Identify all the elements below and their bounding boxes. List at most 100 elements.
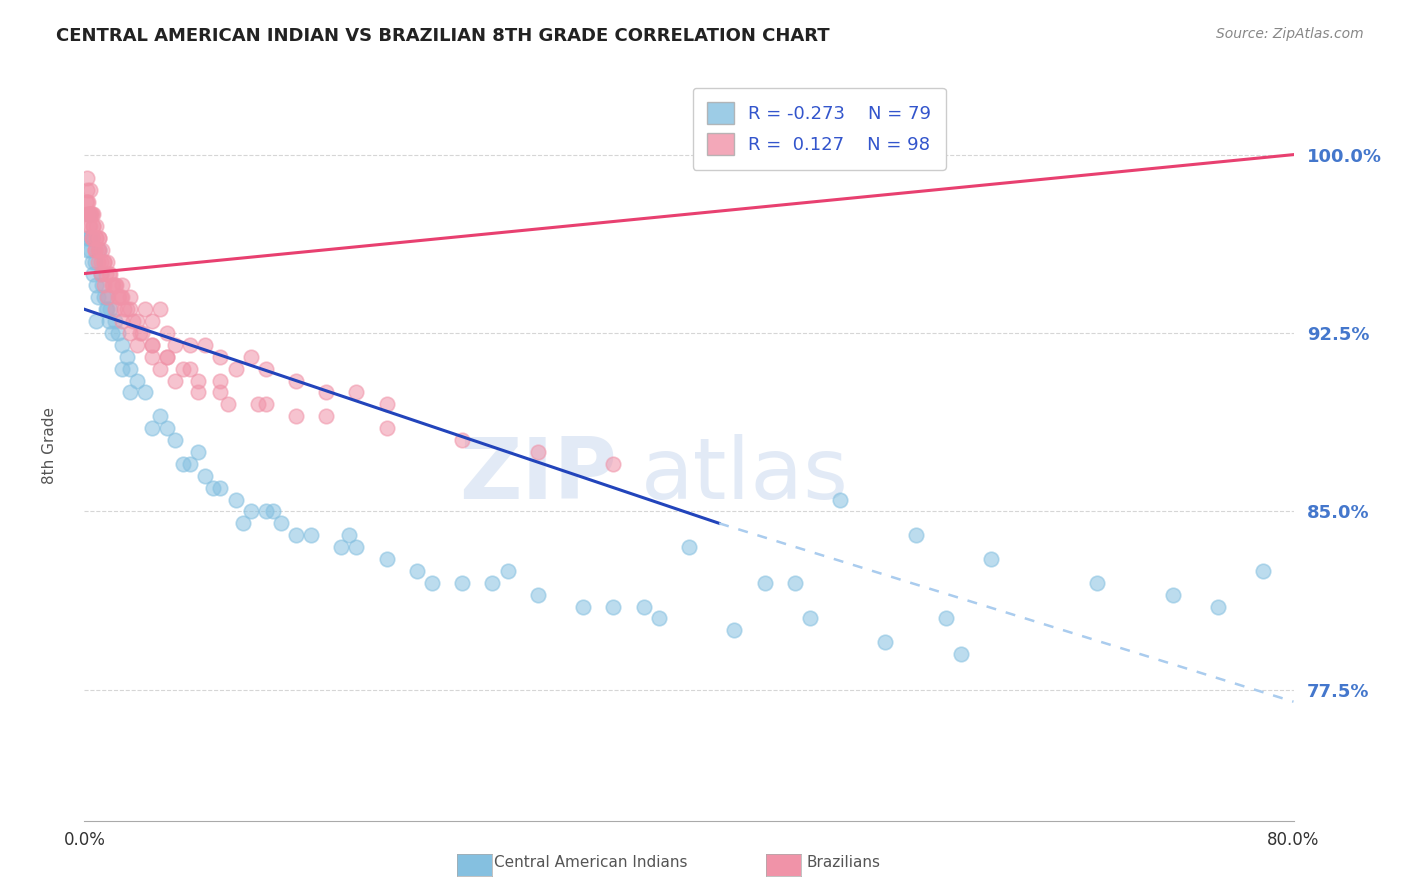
Point [165, 338, 187, 352]
Point [194, 468, 217, 483]
Point [96, 302, 118, 317]
Point [337, 528, 360, 542]
Text: Brazilians: Brazilians [807, 855, 880, 870]
Point [84, 219, 107, 233]
Point [451, 575, 474, 590]
Point [100, 278, 122, 293]
Point [247, 397, 270, 411]
Legend: R = -0.273    N = 79, R =  0.127    N = 98: R = -0.273 N = 79, R = 0.127 N = 98 [693, 88, 946, 169]
Point [165, 374, 187, 388]
Point [127, 338, 149, 352]
Point [830, 492, 852, 507]
Point [91, 278, 114, 293]
Point [76, 231, 98, 245]
Point [79, 207, 101, 221]
Point [76, 195, 98, 210]
Point [149, 409, 172, 424]
Point [254, 504, 277, 518]
Point [602, 457, 624, 471]
Point [84, 243, 107, 257]
Point [209, 385, 232, 400]
Point [118, 302, 141, 317]
Point [79, 219, 101, 233]
Point [1161, 588, 1184, 602]
Point [84, 254, 107, 268]
Point [79, 231, 101, 245]
Point [79, 207, 101, 221]
Point [82, 219, 104, 233]
Point [149, 302, 172, 317]
Point [94, 267, 117, 281]
Point [93, 254, 115, 268]
Point [602, 599, 624, 614]
Point [225, 361, 247, 376]
Point [935, 611, 957, 625]
Point [115, 350, 138, 364]
Point [87, 254, 110, 268]
Point [87, 243, 110, 257]
Point [84, 243, 107, 257]
Point [131, 326, 153, 340]
Point [232, 516, 254, 531]
Point [875, 635, 897, 649]
Point [111, 361, 134, 376]
Point [285, 409, 308, 424]
Point [299, 528, 322, 542]
Point [375, 397, 398, 411]
Point [118, 326, 141, 340]
Point [101, 278, 124, 293]
Point [648, 611, 671, 625]
Point [678, 540, 700, 554]
Point [76, 183, 98, 197]
Point [134, 385, 156, 400]
Point [346, 385, 368, 400]
Point [86, 314, 108, 328]
Point [1085, 575, 1108, 590]
Point [98, 302, 121, 317]
Point [156, 350, 179, 364]
Text: Source: ZipAtlas.com: Source: ZipAtlas.com [1216, 27, 1364, 41]
Point [799, 611, 821, 625]
Point [134, 302, 156, 317]
Point [76, 207, 98, 221]
Point [77, 231, 100, 245]
Point [96, 254, 118, 268]
Text: atlas: atlas [641, 434, 849, 517]
Point [80, 207, 103, 221]
Point [111, 314, 134, 328]
Point [481, 575, 503, 590]
Point [115, 302, 138, 317]
Point [104, 278, 127, 293]
Point [375, 552, 398, 566]
Point [179, 457, 201, 471]
Point [127, 314, 149, 328]
Text: CENTRAL AMERICAN INDIAN VS BRAZILIAN 8TH GRADE CORRELATION CHART: CENTRAL AMERICAN INDIAN VS BRAZILIAN 8TH… [56, 27, 830, 45]
Point [527, 588, 550, 602]
Point [112, 302, 135, 317]
Point [225, 492, 247, 507]
Point [239, 350, 262, 364]
Point [141, 338, 163, 352]
Point [172, 361, 194, 376]
Point [315, 385, 337, 400]
Point [108, 290, 131, 304]
Point [179, 338, 201, 352]
Point [406, 564, 429, 578]
Text: Central American Indians: Central American Indians [494, 855, 688, 870]
Point [201, 481, 224, 495]
Point [90, 267, 112, 281]
Point [111, 290, 134, 304]
Point [172, 457, 194, 471]
Point [94, 302, 117, 317]
Point [90, 267, 112, 281]
Point [75, 195, 97, 210]
Point [105, 278, 128, 293]
Text: 8th Grade: 8th Grade [42, 408, 56, 484]
Point [375, 421, 398, 435]
Point [79, 183, 101, 197]
Point [209, 350, 232, 364]
Point [527, 445, 550, 459]
Point [209, 374, 232, 388]
Point [127, 374, 149, 388]
Point [89, 243, 111, 257]
